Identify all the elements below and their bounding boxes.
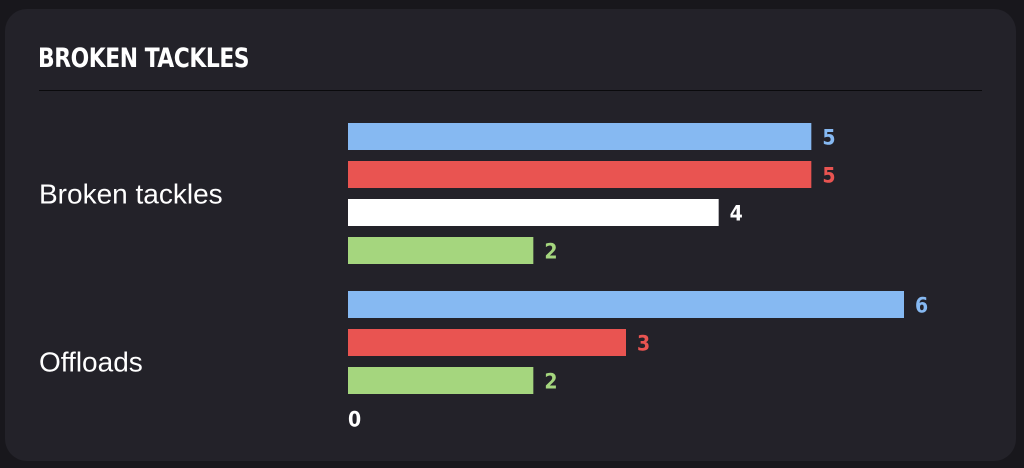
bar-value-label: 6 xyxy=(915,294,928,318)
bar-broken-tackles-3 xyxy=(348,237,534,264)
title-divider xyxy=(39,90,982,91)
chart-title: BROKEN TACKLES xyxy=(38,43,250,74)
bar-offloads-0 xyxy=(348,291,904,318)
bar-value-label: 4 xyxy=(730,202,743,226)
bar-offloads-1 xyxy=(348,329,626,356)
bar-value-label: 2 xyxy=(544,370,557,394)
bar-offloads-3 xyxy=(348,367,534,394)
bar-value-label: 5 xyxy=(822,126,835,150)
bar-chart: 5 5 4 2 Broken tackles 6 3 2 0 Offloads xyxy=(39,123,928,432)
bar-value-label: 2 xyxy=(544,240,557,264)
bar-broken-tackles-2 xyxy=(348,199,719,226)
category-label: Broken tackles xyxy=(39,179,223,210)
bar-value-label: 3 xyxy=(637,332,650,356)
category-label: Offloads xyxy=(39,347,143,378)
chart-card: BROKEN TACKLES 5 5 4 2 Broken tackles 6 3 2 0 Off… xyxy=(5,9,1016,461)
bar-broken-tackles-0 xyxy=(348,123,812,150)
bar-value-label: 0 xyxy=(348,408,361,432)
bar-value-label: 5 xyxy=(822,164,835,188)
bar-broken-tackles-1 xyxy=(348,161,812,188)
